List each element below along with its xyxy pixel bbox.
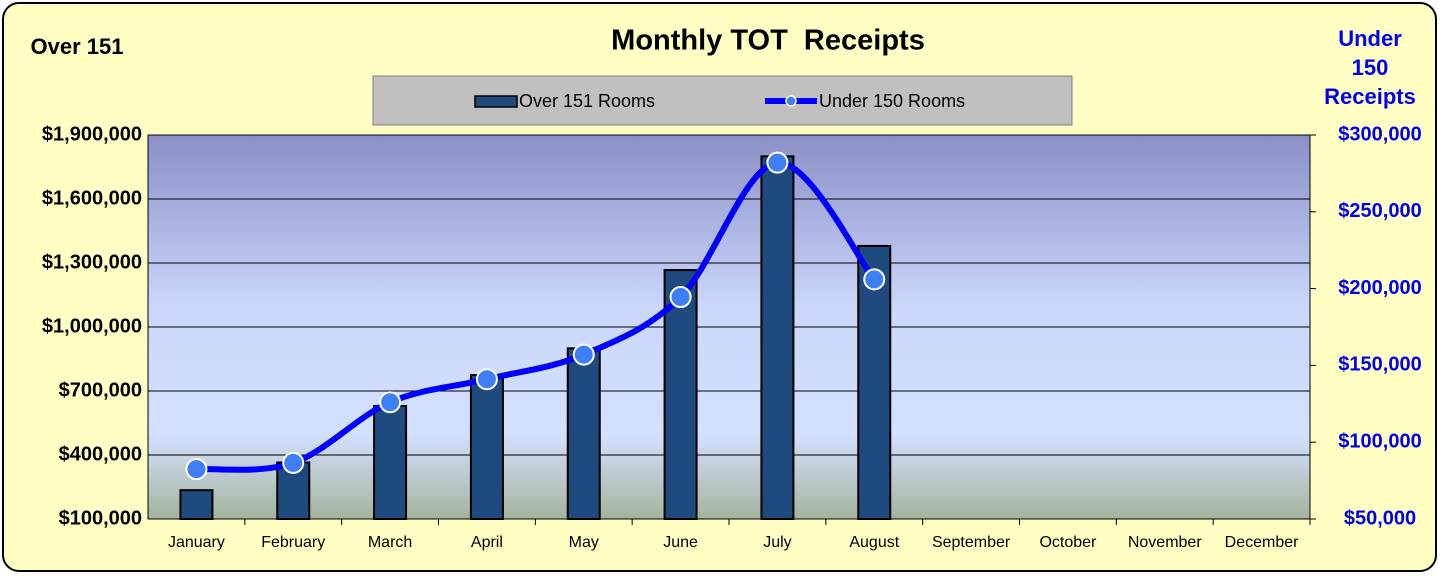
marker — [572, 343, 595, 366]
y-tick-label: $1,300,000 — [42, 251, 142, 273]
bar — [179, 489, 214, 521]
bar — [760, 155, 795, 520]
y2-tick-label: $250,000 — [1338, 200, 1421, 222]
marker — [282, 451, 305, 474]
x-tick-label: August — [849, 534, 899, 551]
legend-swatch — [474, 95, 518, 108]
y-axis-label: Over 151 — [31, 34, 124, 59]
x-tick-label: June — [663, 534, 698, 551]
y-tick-label: $1,600,000 — [42, 187, 142, 209]
x-tick-label: February — [261, 534, 325, 551]
y-tick-label: $1,000,000 — [42, 315, 142, 337]
marker — [863, 268, 886, 291]
x-tick-label: September — [932, 534, 1011, 551]
chart-title: Monthly TOT Receipts — [611, 25, 925, 57]
marker — [379, 391, 402, 414]
x-tick-label: November — [1128, 534, 1202, 551]
y-tick-label: $700,000 — [59, 379, 142, 401]
bar — [857, 244, 892, 521]
y2-axis-label: Under 150 Receipts — [1324, 26, 1416, 109]
y2-tick-label: $200,000 — [1338, 277, 1421, 299]
marker — [669, 286, 692, 309]
marker — [766, 151, 789, 174]
bar — [373, 404, 408, 520]
y-tick-label: $1,900,000 — [42, 123, 142, 145]
x-tick-label: July — [763, 534, 791, 551]
legend-label: Under 150 Rooms — [819, 91, 965, 111]
x-tick-label: April — [471, 534, 503, 551]
marker — [475, 368, 498, 391]
legend-label: Over 151 Rooms — [519, 91, 655, 111]
y2-tick-label: $100,000 — [1338, 430, 1421, 452]
x-tick-label: January — [168, 534, 225, 551]
legend-swatch — [785, 95, 797, 107]
y2-tick-label: $50,000 — [1344, 507, 1416, 529]
bar — [663, 269, 698, 521]
bar — [566, 347, 601, 521]
x-tick-label: October — [1039, 534, 1097, 551]
x-tick-label: May — [569, 534, 599, 551]
y-tick-label: $400,000 — [59, 443, 142, 465]
bar — [469, 374, 504, 520]
y-tick-label: $100,000 — [59, 507, 142, 529]
y2-tick-label: $150,000 — [1338, 354, 1421, 376]
x-tick-label: March — [368, 534, 412, 551]
x-tick-label: December — [1225, 534, 1299, 551]
marker — [185, 458, 208, 481]
y2-tick-label: $300,000 — [1338, 123, 1421, 145]
